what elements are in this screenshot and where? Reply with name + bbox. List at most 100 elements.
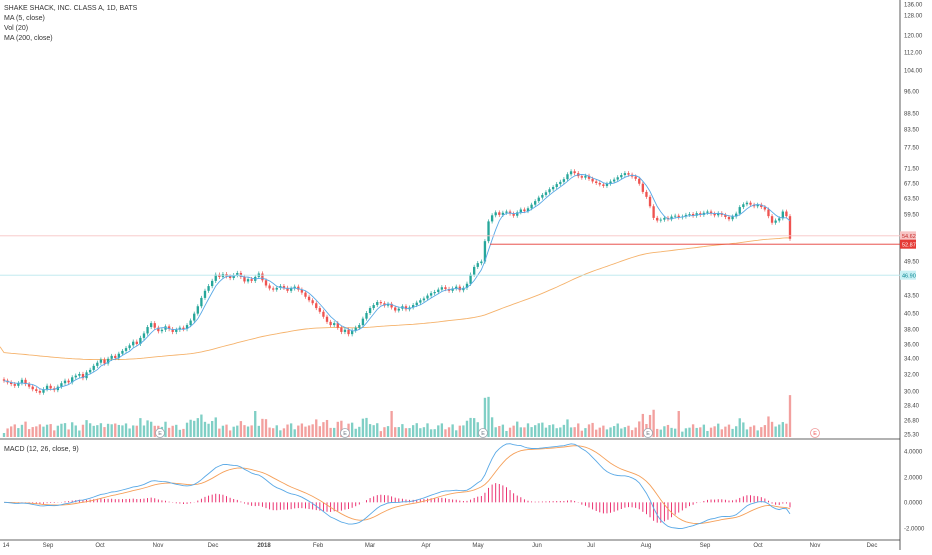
candle xyxy=(268,283,271,291)
candle-body xyxy=(153,323,156,328)
ma5-line xyxy=(3,174,791,391)
price-tick-label: 128.00 xyxy=(904,14,923,20)
candle xyxy=(17,381,20,388)
volume-bar xyxy=(336,421,339,437)
volume-bar xyxy=(595,429,598,437)
candle xyxy=(602,182,605,188)
candle-body xyxy=(465,283,469,288)
volume-bar xyxy=(727,424,731,437)
candle xyxy=(149,321,153,330)
volume-bar xyxy=(340,420,343,437)
volume-bar xyxy=(508,427,512,437)
candle-body xyxy=(297,286,300,290)
candle xyxy=(541,192,544,200)
candle-body xyxy=(501,212,505,215)
candle xyxy=(60,381,63,389)
price-tick-label: 112.00 xyxy=(904,51,923,57)
volume-bar xyxy=(386,426,390,437)
candle xyxy=(207,283,210,293)
macd-legend[interactable]: MACD (12, 26, close, 9) xyxy=(4,446,79,453)
volume-bar xyxy=(659,429,662,437)
volume-bar xyxy=(483,397,487,437)
candle-body xyxy=(587,175,591,179)
volume-bar xyxy=(121,425,124,437)
candle xyxy=(272,286,275,292)
volume-bar xyxy=(264,419,268,437)
candle-body xyxy=(372,305,375,309)
volume-bar xyxy=(666,424,670,437)
candle xyxy=(595,179,598,185)
time-axis[interactable]: 14 Sep Oct Nov Dec 2018 Feb Mar Apr May Jun Jul Aug S… xyxy=(3,543,878,549)
volume-bar xyxy=(88,423,92,437)
price-label-box xyxy=(900,270,916,280)
candle xyxy=(551,185,555,192)
candle-body xyxy=(645,191,648,197)
ma5-legend[interactable]: MA (5, close) xyxy=(4,15,45,22)
candle-body xyxy=(368,308,372,313)
candle xyxy=(300,287,304,295)
candle-body xyxy=(677,215,680,218)
candle-body xyxy=(444,287,447,290)
volume-bar xyxy=(451,424,454,437)
price-axis[interactable]: 136.00 128.00 120.00 112.00 104.00 96.00 88.50… xyxy=(900,3,925,533)
candle xyxy=(429,291,433,298)
volume-bar xyxy=(372,425,375,437)
candle xyxy=(386,301,390,308)
volume-bar xyxy=(638,421,641,437)
candle-body xyxy=(699,213,702,215)
candle-body xyxy=(289,288,293,291)
earnings-marker-label: E xyxy=(646,431,650,437)
candle xyxy=(770,214,774,225)
candle xyxy=(788,214,792,241)
ma200-legend[interactable]: MA (200, close) xyxy=(4,35,53,42)
candle-body xyxy=(724,214,727,218)
volume-bar xyxy=(580,430,584,437)
volume-bar xyxy=(185,422,189,437)
candle xyxy=(78,371,81,378)
candle xyxy=(153,321,156,330)
candle-body xyxy=(340,327,343,332)
volume-bar xyxy=(691,424,695,437)
price-tick-label: 104.00 xyxy=(904,69,923,75)
candle xyxy=(196,304,199,316)
volume-legend[interactable]: Vol (20) xyxy=(4,25,29,32)
candle xyxy=(480,259,483,266)
volume-bar xyxy=(38,424,42,437)
candle xyxy=(24,377,27,387)
candle-body xyxy=(10,382,13,385)
earnings-marker xyxy=(155,428,165,438)
volume-bar xyxy=(616,423,619,437)
time-tick-label: Mar xyxy=(365,543,375,549)
candle-body xyxy=(315,303,318,309)
candle-body xyxy=(293,286,296,289)
volume-bar xyxy=(333,427,336,437)
volume-bar xyxy=(135,425,138,437)
volume-bar xyxy=(20,424,24,437)
macd-tick-label: 4.0000 xyxy=(904,450,923,456)
candle-body xyxy=(397,308,400,311)
candle-body xyxy=(555,184,558,188)
volume-bar xyxy=(709,427,713,437)
time-tick-label: 2018 xyxy=(257,543,271,549)
symbol-title[interactable]: SHAKE SHACK, INC. CLASS A, 1D, BATS xyxy=(4,5,138,12)
volume-bar xyxy=(99,423,103,437)
volume-bar xyxy=(106,423,110,437)
candle-body xyxy=(272,288,275,290)
candle xyxy=(175,327,178,335)
candle xyxy=(243,274,246,284)
volume-bar xyxy=(537,423,540,437)
candle xyxy=(709,209,713,216)
volume-bar xyxy=(505,430,508,437)
candle-body xyxy=(760,204,763,208)
candle xyxy=(189,318,192,328)
time-tick-label: Apr xyxy=(421,543,430,549)
candle xyxy=(286,285,289,293)
macd-signal-line xyxy=(3,445,791,524)
candle-body xyxy=(551,187,555,190)
candle-body xyxy=(559,181,562,185)
volume-bar xyxy=(760,427,763,437)
volume-bar xyxy=(232,426,235,437)
candle xyxy=(31,384,34,392)
